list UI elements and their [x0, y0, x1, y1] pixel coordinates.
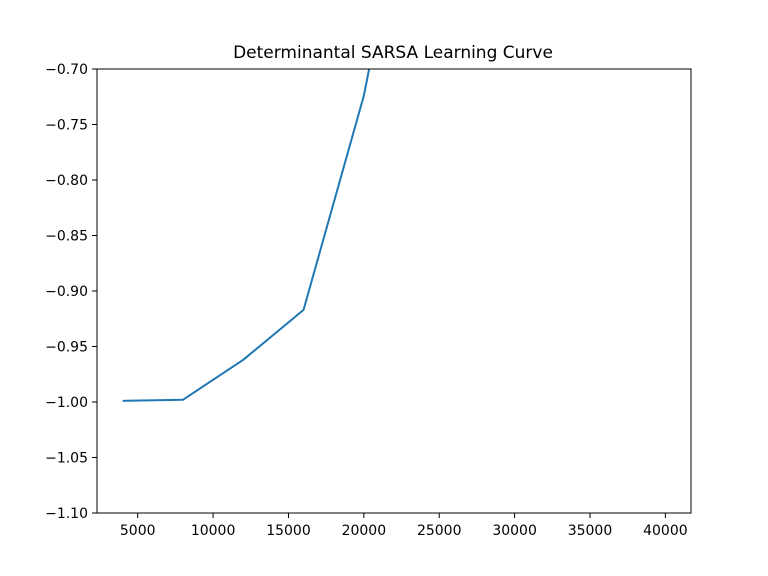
y-tick-label: −1.05: [45, 451, 88, 467]
y-tick-label: −0.80: [45, 173, 88, 189]
x-tick-label: 20000: [342, 523, 387, 539]
series-line: [122, 69, 371, 402]
plot-area: [96, 68, 692, 514]
x-tick-label: 10000: [191, 523, 236, 539]
y-tick-label: −0.85: [45, 229, 88, 245]
y-tick-label: −0.90: [45, 284, 88, 300]
x-tick-label: 40000: [643, 523, 688, 539]
y-tick-label: −1.00: [45, 395, 88, 411]
x-tick-label: 15000: [266, 523, 311, 539]
x-tick-label: 25000: [417, 523, 462, 539]
x-tick-label: 35000: [568, 523, 613, 539]
y-tick-label: −0.75: [45, 118, 88, 134]
plot-frame: [96, 68, 692, 514]
y-tick-label: −1.10: [45, 506, 88, 522]
y-axis: −0.70 −0.75 −0.80 −0.85 −0.90 −0.95 −1.00 −1.05…: [45, 62, 97, 522]
x-tick-label: 30000: [492, 523, 537, 539]
x-axis: 5000 10000 15000 20000 25000 30000 35000 40000: [120, 513, 688, 539]
y-tick-label: −0.70: [45, 62, 88, 78]
chart-title: Determinantal SARSA Learning Curve: [233, 43, 553, 63]
y-tick-label: −0.95: [45, 340, 88, 356]
x-tick-label: 5000: [120, 523, 156, 539]
